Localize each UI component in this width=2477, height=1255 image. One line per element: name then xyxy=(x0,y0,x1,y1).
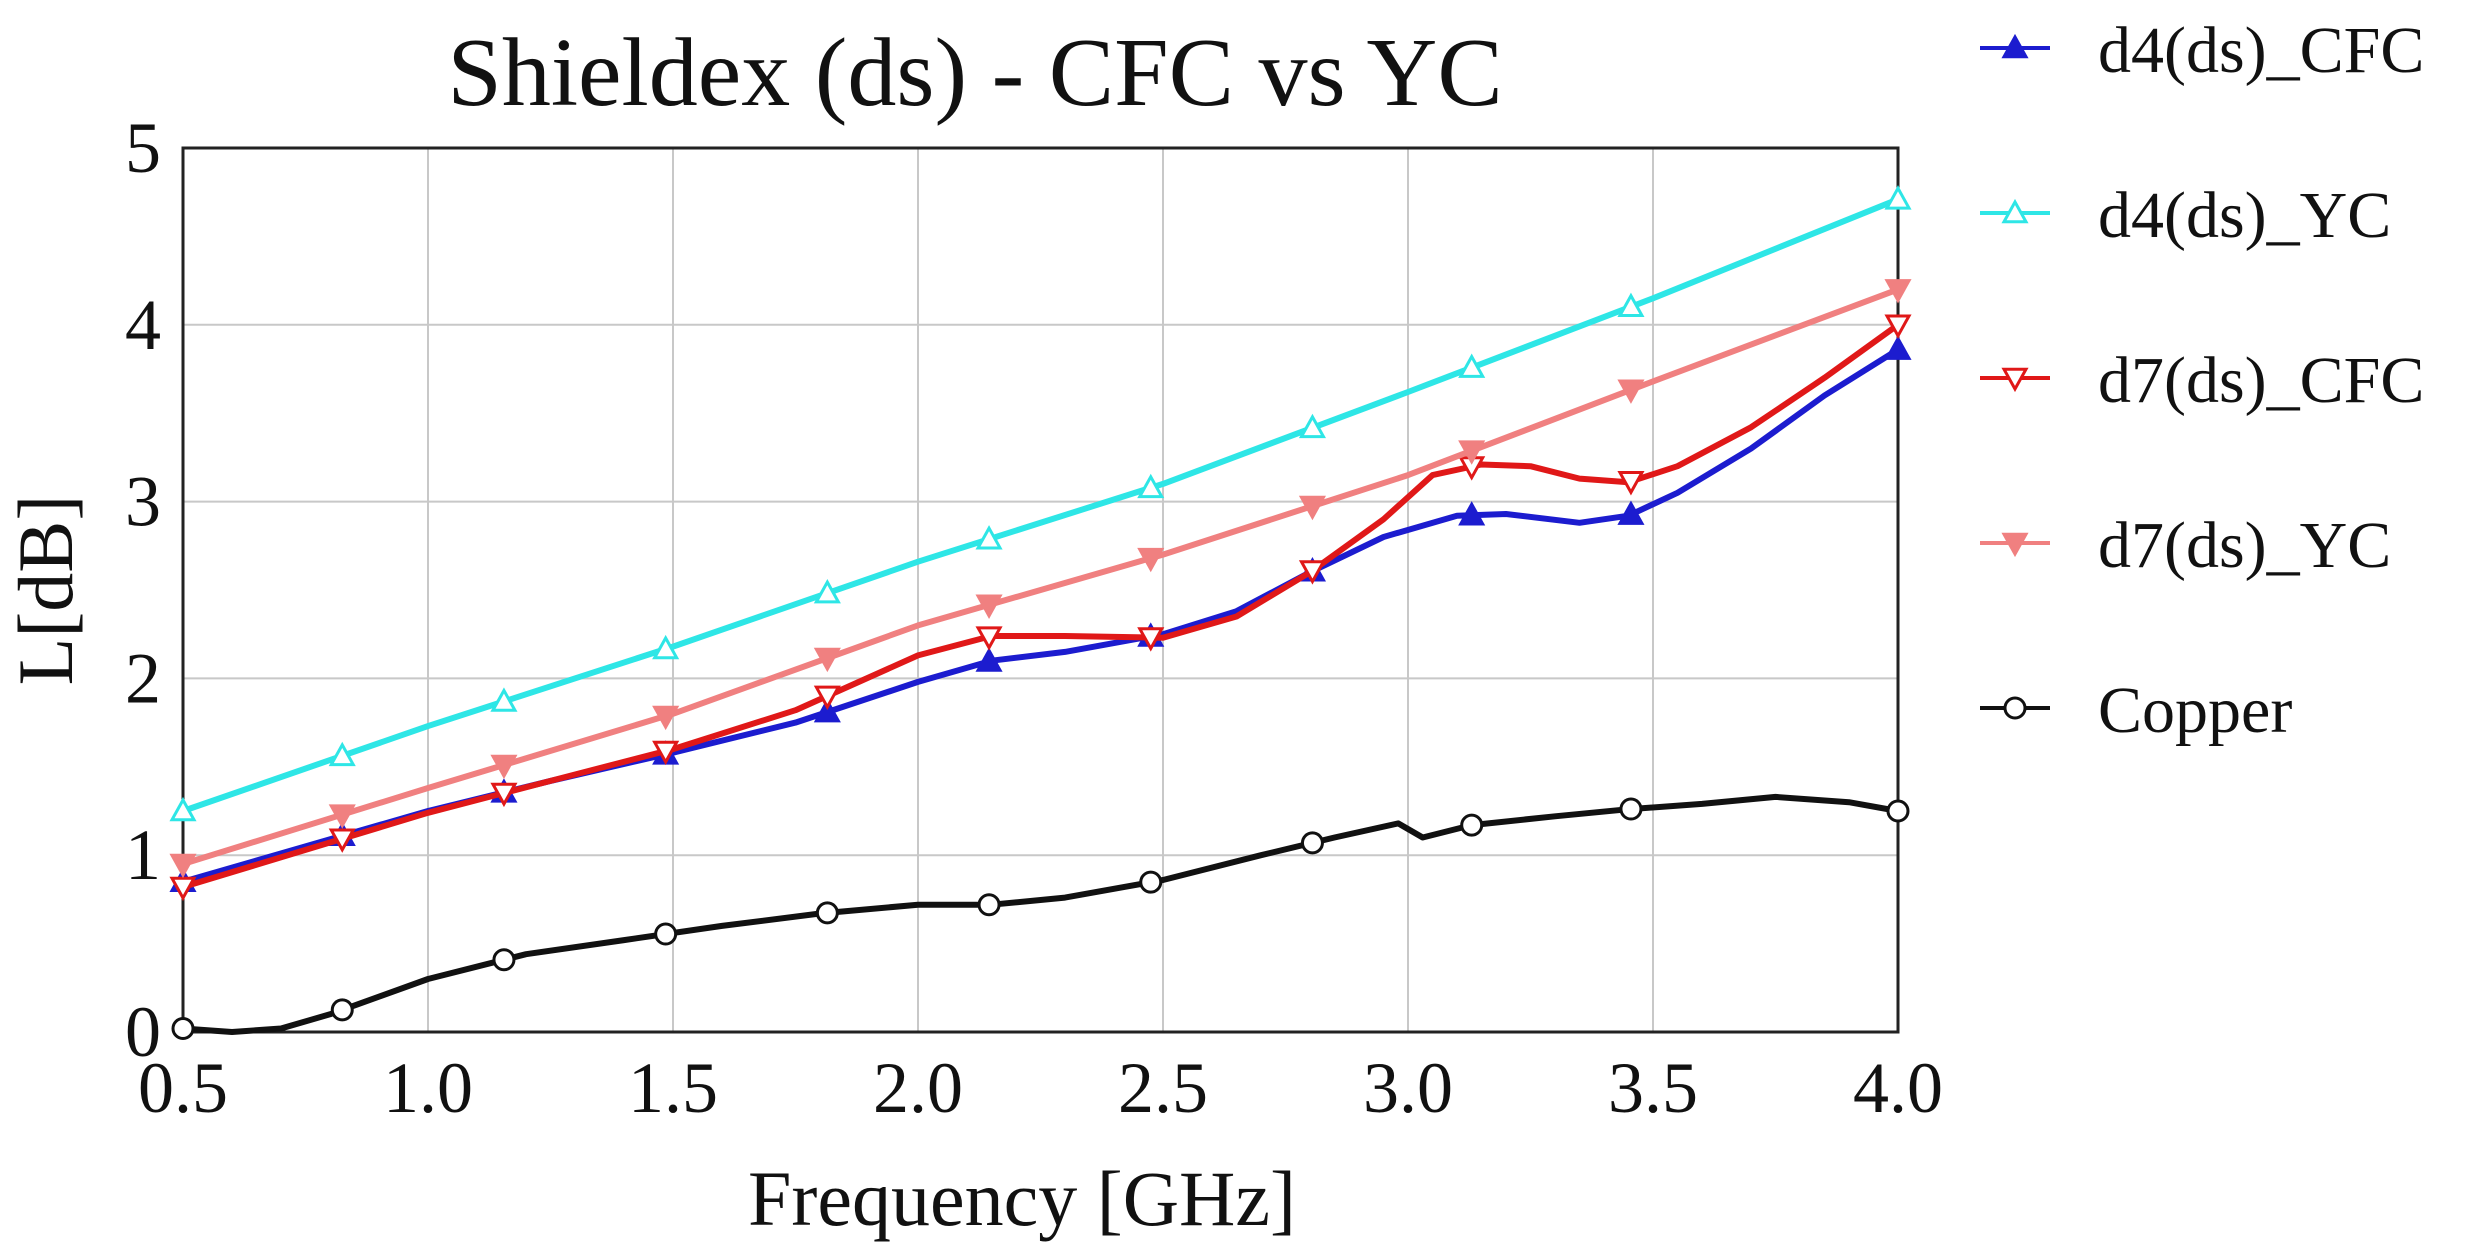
series-marker xyxy=(815,901,839,925)
series-marker xyxy=(1458,353,1486,378)
legend-label: d4(ds)_YC xyxy=(2098,179,2391,252)
x-axis-title: Frequency [GHz] xyxy=(748,1155,1296,1242)
series-marker xyxy=(813,685,841,711)
legend-marker xyxy=(2001,367,2029,393)
series-marker xyxy=(1619,797,1643,821)
series-marker xyxy=(975,525,1003,550)
series-marker xyxy=(1298,495,1326,521)
y-tick-label: 2 xyxy=(125,638,161,718)
legend-label: d7(ds)_YC xyxy=(2098,509,2391,582)
y-tick-label: 0 xyxy=(125,992,161,1072)
y-axis-title: L[dB] xyxy=(2,495,89,686)
legend-marker xyxy=(2001,33,2029,59)
chart-title: Shieldex (ds) - CFC vs YC xyxy=(447,19,1502,127)
x-tick-label: 3.0 xyxy=(1363,1048,1453,1128)
series-marker xyxy=(330,998,354,1022)
series-marker xyxy=(1298,560,1326,585)
y-tick-label: 1 xyxy=(125,815,161,895)
series-marker xyxy=(652,740,680,766)
series-marker xyxy=(1617,500,1645,525)
legend-label: Copper xyxy=(2098,674,2292,747)
series-marker xyxy=(1298,413,1326,439)
series-marker xyxy=(1458,440,1486,465)
legend-item: d7(ds)_CFC xyxy=(1980,344,2424,417)
series-marker xyxy=(492,948,516,972)
x-tick-label: 1.0 xyxy=(383,1048,473,1128)
legend-label: d7(ds)_CFC xyxy=(2098,344,2424,417)
series-marker xyxy=(1884,279,1912,304)
series-marker xyxy=(171,1016,195,1040)
y-tick-label: 3 xyxy=(125,462,161,542)
series-marker xyxy=(328,741,356,767)
series-1 xyxy=(169,185,1912,822)
legend-label: d4(ds)_CFC xyxy=(2098,14,2424,87)
series-marker xyxy=(169,876,197,902)
series-line xyxy=(180,346,1901,885)
y-axis-ticks: 0 1 2 3 4 5 xyxy=(125,108,161,1072)
legend: d4(ds)_CFC d4(ds)_YC d7(ds)_CFC d7(ds)_YC Co… xyxy=(1980,14,2424,747)
series-marker xyxy=(328,828,356,853)
series-marker xyxy=(1137,627,1165,652)
series-marker xyxy=(813,647,841,673)
series-marker xyxy=(169,796,197,822)
x-tick-label: 4.0 xyxy=(1853,1048,1943,1128)
series-marker xyxy=(490,754,518,780)
series-4 xyxy=(171,793,1910,1040)
y-tick-label: 5 xyxy=(125,108,161,188)
series-lines xyxy=(169,185,1912,1040)
series-marker xyxy=(975,647,1003,672)
series-marker xyxy=(1458,501,1486,526)
series-marker xyxy=(1137,547,1165,573)
series-marker xyxy=(975,594,1003,619)
legend-marker xyxy=(2001,532,2029,558)
x-tick-label: 0.5 xyxy=(138,1048,228,1128)
series-marker xyxy=(1884,314,1912,339)
legend-item: d7(ds)_YC xyxy=(1980,509,2391,582)
series-marker xyxy=(652,705,680,731)
series-marker xyxy=(1137,473,1165,499)
x-axis-ticks: 0.5 1.0 1.5 2.0 2.5 3.0 3.5 4.0 xyxy=(138,1048,1943,1128)
series-marker xyxy=(490,687,518,712)
series-marker xyxy=(1884,335,1912,360)
series-marker xyxy=(1617,471,1645,496)
legend-marker xyxy=(2003,696,2027,720)
x-tick-label: 2.5 xyxy=(1118,1048,1208,1128)
series-marker xyxy=(1884,185,1912,210)
series-line xyxy=(180,196,1901,814)
series-marker xyxy=(1300,831,1324,855)
series-marker xyxy=(1460,813,1484,837)
legend-marker xyxy=(2001,198,2029,224)
legend-item: Copper xyxy=(1980,674,2292,747)
x-tick-label: 3.5 xyxy=(1608,1048,1698,1128)
series-2 xyxy=(169,314,1912,902)
series-marker xyxy=(1886,799,1910,823)
legend-item: d4(ds)_CFC xyxy=(1980,14,2424,87)
y-tick-label: 4 xyxy=(125,285,161,365)
series-line xyxy=(180,286,1901,867)
series-line xyxy=(180,321,1901,890)
series-marker xyxy=(328,804,356,829)
series-marker xyxy=(977,893,1001,917)
plot-area xyxy=(181,146,1900,1034)
series-marker xyxy=(654,922,678,946)
x-tick-label: 1.5 xyxy=(628,1048,718,1128)
series-marker xyxy=(652,634,680,660)
series-marker xyxy=(169,853,197,879)
series-marker xyxy=(1617,292,1645,318)
series-marker xyxy=(1139,870,1163,894)
series-line xyxy=(180,793,1901,1035)
series-marker xyxy=(490,782,518,808)
x-tick-label: 2.0 xyxy=(873,1048,963,1128)
series-3 xyxy=(169,279,1912,879)
legend-item: d4(ds)_YC xyxy=(1980,179,2391,252)
series-marker xyxy=(1617,379,1645,404)
series-marker xyxy=(813,697,841,723)
series-marker xyxy=(813,579,841,604)
series-marker xyxy=(975,626,1003,651)
